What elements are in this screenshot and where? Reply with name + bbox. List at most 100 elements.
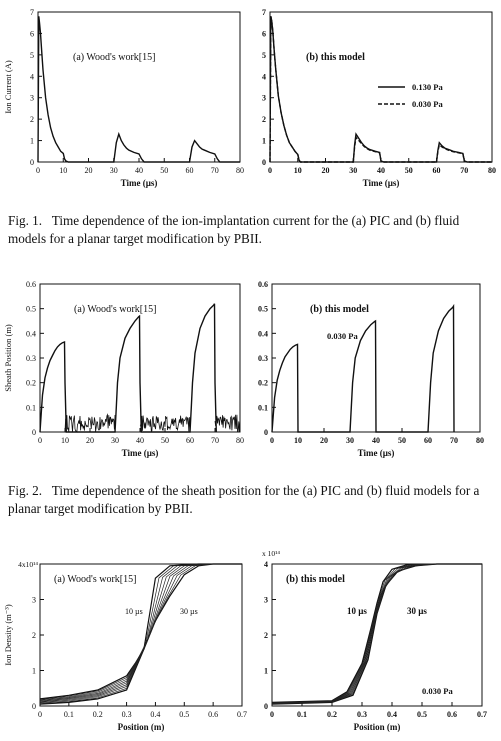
x-axis-label: Time (µs): [363, 178, 400, 188]
y-tick-label: 5: [30, 51, 34, 60]
x-tick-label: 0.6: [447, 710, 457, 719]
y-tick-label: 3: [262, 94, 266, 103]
y-tick-label: 2: [30, 115, 34, 124]
noise-line: [215, 415, 240, 432]
x-tick-label: 40: [377, 166, 385, 175]
series-line-1: [270, 16, 492, 162]
fig2-caption: Fig. 2. Time dependence of the sheath po…: [8, 482, 496, 518]
y-tick-label: 4: [30, 72, 34, 81]
legend-label: 0.030 Pa: [412, 99, 443, 109]
x-tick-label: 0: [268, 166, 272, 175]
time-annotation: 30 µs: [180, 607, 198, 616]
y-scale-label: 4x10¹⁴: [18, 560, 38, 569]
x-tick-label: 20: [322, 166, 330, 175]
x-tick-label: 60: [424, 436, 432, 445]
y-tick-label: 1: [264, 667, 268, 676]
y-tick-label: 0: [264, 428, 268, 437]
series-line-2: [40, 564, 242, 704]
x-tick-label: 50: [161, 436, 169, 445]
x-tick-label: 80: [236, 436, 244, 445]
panel-label: (b) this model: [310, 304, 369, 315]
x-axis-label: Time (µs): [121, 178, 158, 188]
x-tick-label: 20: [320, 436, 328, 445]
x-tick-label: 50: [405, 166, 413, 175]
y-tick-label: 1: [262, 137, 266, 146]
y-tick-label: 6: [30, 29, 34, 38]
x-tick-label: 0.1: [64, 710, 74, 719]
y-tick-label: 0: [32, 702, 36, 711]
fig2b-sheath-position-chart: 0 10 20 30 40 50 60 70 80 0 0.1 0.2 0.3 0.4 0.5 0.6 Time…: [250, 272, 501, 464]
y-tick-label: 7: [262, 8, 266, 17]
y-tick-label: 2: [264, 631, 268, 640]
fig2-caption-label: Fig. 2.: [8, 483, 42, 498]
y-tick-label: 3: [32, 596, 36, 605]
x-tick-label: 0.7: [237, 710, 247, 719]
y-tick-label: 4: [262, 72, 266, 81]
x-tick-label: 30: [110, 166, 118, 175]
x-tick-label: 0: [270, 710, 274, 719]
y-tick-label: 1: [32, 667, 36, 676]
series-bundle-line: [272, 564, 482, 704]
x-tick-label: 0.2: [327, 710, 337, 719]
y-tick-label: 5: [262, 51, 266, 60]
y-axis-label: Ion Current (A): [3, 60, 13, 114]
x-tick-label: 0.3: [357, 710, 367, 719]
y-tick-label: 1: [30, 137, 34, 146]
x-tick-label: 40: [372, 436, 380, 445]
time-annotation: 10 µs: [347, 606, 367, 616]
plot-frame: [272, 564, 482, 706]
panel-label: (a) Wood's work[15]: [74, 304, 156, 315]
y-tick-label: 6: [262, 29, 266, 38]
x-tick-label: 70: [450, 436, 458, 445]
y-tick-label: 3: [264, 596, 268, 605]
x-tick-label: 10: [294, 166, 302, 175]
x-tick-label: 40: [136, 436, 144, 445]
pressure-annotation: 0.030 Pa: [327, 331, 358, 341]
legend-label: 0.130 Pa: [412, 82, 443, 92]
y-tick-label: 0.1: [26, 403, 36, 412]
series-line-1: [40, 304, 216, 432]
time-annotation: 10 µs: [125, 607, 143, 616]
y-tick-label: 0: [264, 702, 268, 711]
x-tick-label: 10: [61, 436, 69, 445]
x-tick-label: 50: [398, 436, 406, 445]
fig1b-ion-current-chart: 0 10 20 30 40 50 60 70 80 0 1 2 3 4 5 6 7 Time (µs) (b) th…: [250, 0, 501, 195]
x-tick-label: 0.2: [93, 710, 103, 719]
y-tick-label: 0.6: [26, 280, 36, 289]
y-tick-label: 0.2: [26, 379, 36, 388]
x-tick-label: 30: [349, 166, 357, 175]
x-axis-label: Position (m): [118, 722, 165, 732]
plot-frame: [40, 564, 242, 706]
x-tick-label: 0: [36, 166, 40, 175]
x-tick-label: 60: [186, 166, 194, 175]
series-line-1: [38, 16, 240, 162]
y-tick-label: 0.4: [258, 329, 268, 338]
panel-label: (b) this model: [306, 52, 365, 63]
fig3a-ion-density-chart: 0 0.1 0.2 0.3 0.4 0.5 0.6 0.7 0 1 2 3 4x10¹⁴ Position…: [0, 538, 250, 741]
x-tick-label: 0: [38, 710, 42, 719]
panel-label: (a) Wood's work[15]: [54, 574, 136, 585]
x-tick-label: 30: [111, 436, 119, 445]
series-line-1: [272, 306, 454, 432]
x-tick-label: 0.4: [150, 710, 160, 719]
x-tick-label: 0: [270, 436, 274, 445]
series-line-2: [270, 16, 492, 162]
y-tick-label: 0: [32, 428, 36, 437]
y-tick-label: 0.5: [26, 305, 36, 314]
x-axis-label: Time (µs): [358, 448, 395, 458]
y-tick-label: 2: [262, 115, 266, 124]
fig1-caption: Fig. 1. Time dependence of the ion-impla…: [8, 212, 496, 248]
fig3b-ion-density-chart: 0 0.1 0.2 0.3 0.4 0.5 0.6 0.701234x 10¹⁴Positio…: [250, 538, 501, 741]
y-tick-label: 0: [30, 158, 34, 167]
x-tick-label: 0.3: [122, 710, 132, 719]
x-tick-label: 20: [85, 166, 93, 175]
y-scale-label: x 10¹⁴: [262, 549, 280, 558]
y-tick-label: 7: [30, 8, 34, 17]
x-tick-label: 0.6: [208, 710, 218, 719]
x-tick-label: 30: [346, 436, 354, 445]
x-tick-label: 0.5: [179, 710, 189, 719]
y-tick-label: 0.6: [258, 280, 268, 289]
fig2-caption-text: Time dependence of the sheath position f…: [8, 483, 479, 516]
panel-label: (a) Wood's work[15]: [73, 52, 155, 63]
fig1a-ion-current-chart: 0 10 20 30 40 50 60 70 80 0 1 2 3 4 5 6 7 Time (µs) Ion Cu…: [0, 0, 250, 195]
